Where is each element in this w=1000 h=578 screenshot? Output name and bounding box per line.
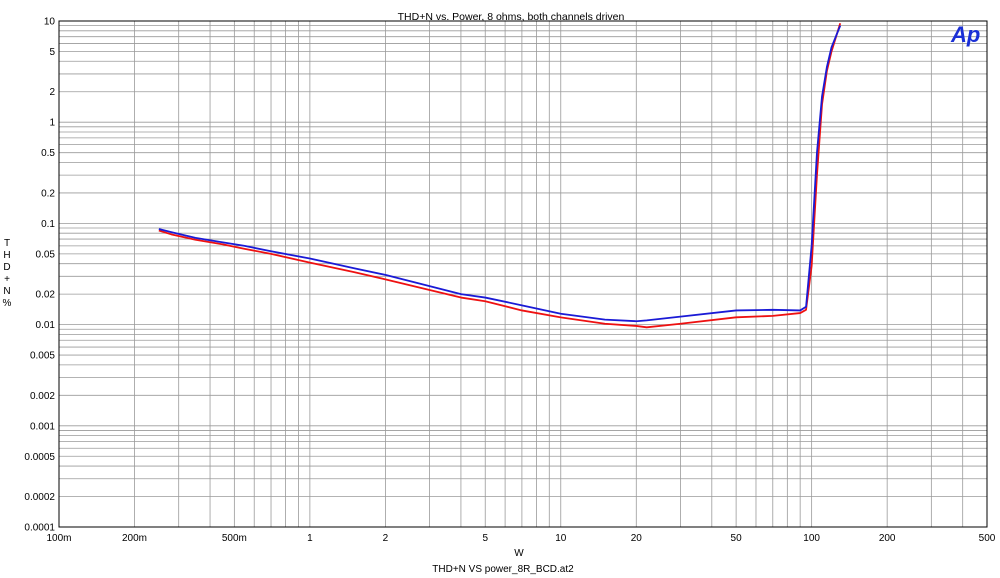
- y-tick-label: 0.005: [30, 351, 55, 362]
- y-tick-label: 0.05: [36, 249, 56, 260]
- y-tick-label: 0.0005: [24, 452, 55, 463]
- y-tick-label: 0.5: [41, 148, 55, 159]
- x-tick-label: 100: [803, 533, 820, 544]
- y-tick-label: 0.0002: [24, 492, 55, 503]
- ap-logo: Ap: [950, 22, 980, 47]
- x-tick-label: 200m: [122, 533, 147, 544]
- series-line-red: [158, 22, 842, 329]
- series-layer: [158, 22, 842, 329]
- y-tick-label: 0.002: [30, 391, 55, 402]
- y-axis-label-char: T: [4, 238, 10, 249]
- y-tick-label: 10: [44, 17, 56, 28]
- series-line-blue: [158, 25, 842, 323]
- y-tick-label: 0.1: [41, 219, 55, 230]
- y-tick-label: 0.0001: [24, 523, 55, 534]
- y-tick-label: 0.02: [36, 290, 56, 301]
- x-tick-label: 5: [482, 533, 488, 544]
- y-tick-label: 5: [49, 47, 55, 58]
- y-tick-label: 0.001: [30, 421, 55, 432]
- footer-filename: THD+N VS power_8R_BCD.at2: [432, 564, 574, 575]
- x-tick-label: 200: [879, 533, 896, 544]
- x-tick-label: 50: [731, 533, 743, 544]
- x-tick-labels: 100m 200m 500m 1 2 5 10 20 50 100 200 500: [46, 533, 995, 544]
- x-tick-label: 2: [383, 533, 389, 544]
- x-tick-label: 100m: [46, 533, 71, 544]
- x-tick-label: 500: [979, 533, 996, 544]
- x-tick-label: 10: [555, 533, 567, 544]
- y-axis-label-char: N: [3, 286, 10, 297]
- plot-frame: [58, 20, 988, 528]
- y-tick-label: 2: [49, 87, 55, 98]
- x-tick-label: 500m: [222, 533, 247, 544]
- x-tick-label: 1: [307, 533, 313, 544]
- chart-title: THD+N vs. Power, 8 ohms, both channels d…: [398, 11, 625, 23]
- y-axis-label: T H D + N %: [3, 238, 12, 309]
- x-axis-label: W: [514, 548, 524, 559]
- y-axis-label-char: D: [3, 262, 10, 273]
- x-tick-label: 20: [631, 533, 643, 544]
- y-axis-label-char: H: [3, 250, 10, 261]
- y-tick-label: 0.2: [41, 188, 55, 199]
- grid-layer: [58, 21, 988, 528]
- y-tick-label: 1: [49, 118, 55, 129]
- y-tick-label: 0.01: [36, 320, 56, 331]
- y-axis-label-char: %: [3, 298, 12, 309]
- y-tick-labels: 10 5 2 1 0.5 0.2 0.1 0.05 0.02 0.01 0.005 0.002 0.00…: [24, 17, 55, 534]
- y-axis-label-char: +: [4, 274, 10, 285]
